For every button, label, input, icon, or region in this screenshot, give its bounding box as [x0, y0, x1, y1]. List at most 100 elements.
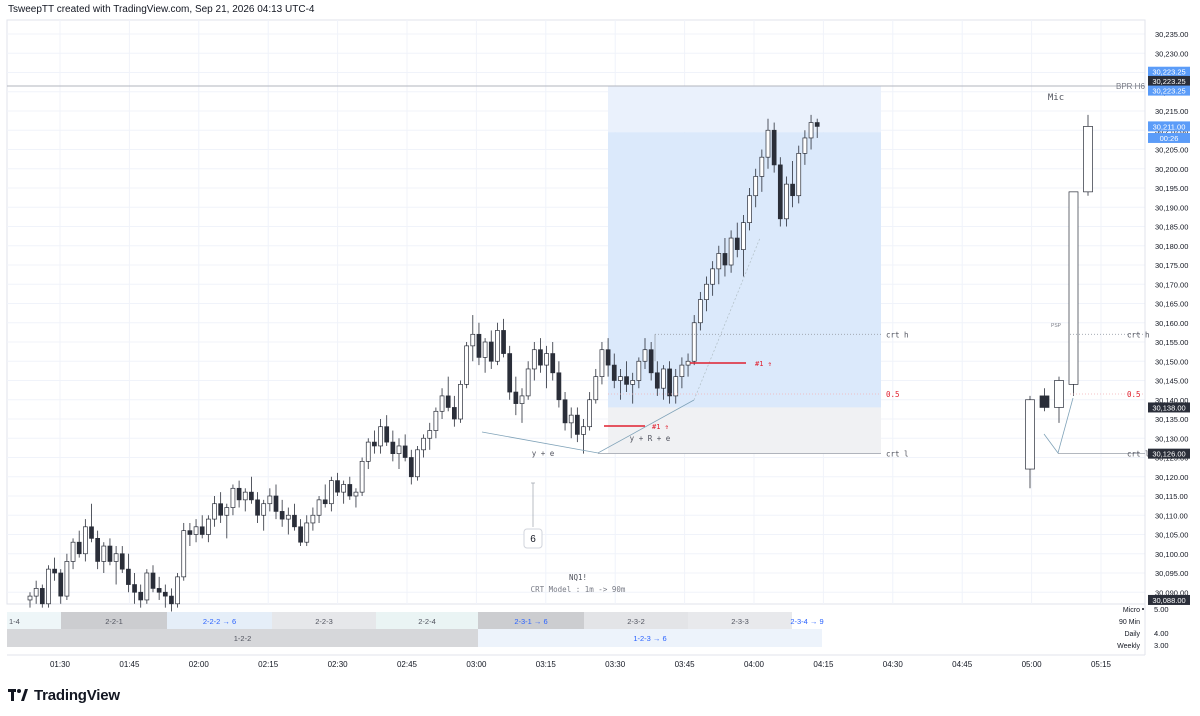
candle [175, 576, 180, 605]
candle [181, 530, 187, 578]
candle [747, 195, 752, 223]
candle [753, 176, 759, 197]
candle [119, 553, 125, 570]
y-tick-label: 30,195.00 [1155, 184, 1188, 193]
candle [33, 588, 39, 597]
session-cell-label: 1-2-3 → 6 [633, 634, 666, 643]
candle [304, 522, 310, 543]
x-tick-label: 01:30 [50, 660, 71, 669]
session-cell-label: 2-2-2 → 6 [203, 617, 236, 626]
candle [421, 437, 426, 451]
session-cell [61, 612, 167, 629]
candle [765, 129, 771, 158]
x-tick-label: 03:45 [675, 660, 696, 669]
candle [76, 541, 82, 555]
ye-label: y + e [532, 449, 555, 458]
candle [365, 441, 371, 462]
candle [113, 553, 119, 562]
crt-level-label: 0.5 [886, 390, 900, 399]
y-tick-label: 30,095.00 [1155, 569, 1188, 578]
session-cell-label: 2-3-2 [627, 617, 645, 626]
tradingview-logo[interactable]: TradingView [8, 686, 120, 704]
session-cell [478, 629, 822, 647]
candle [741, 222, 746, 250]
y-tick-label: 30,185.00 [1155, 223, 1188, 232]
candle [538, 349, 543, 366]
candle [728, 237, 734, 266]
candle [550, 353, 556, 374]
candle [193, 526, 199, 535]
candle [593, 376, 599, 401]
candle [267, 495, 273, 505]
candle [144, 572, 150, 601]
candle [261, 503, 267, 516]
x-tick-label: 03:30 [605, 660, 626, 669]
price-tag-label: 30,223.25 [1152, 77, 1185, 86]
candle [618, 376, 623, 381]
legend-label: Daily [1124, 631, 1140, 638]
candle [82, 526, 88, 555]
candle [581, 426, 586, 435]
x-tick-label: 02:00 [189, 660, 210, 669]
candle [587, 399, 593, 428]
y-tick-label: 30,155.00 [1155, 338, 1188, 347]
candle [679, 364, 685, 378]
y-tick-label: 30,200.00 [1155, 165, 1188, 174]
candle [199, 526, 205, 535]
price-tag [1148, 66, 1190, 77]
count-box-label: 6 [530, 534, 536, 545]
legend-label: Weekly [1117, 643, 1140, 650]
price-tag-label: 30,126.00 [1152, 450, 1185, 459]
price-tag [1148, 85, 1190, 96]
y-tick-label: 30,165.00 [1155, 300, 1188, 309]
candle [624, 376, 629, 385]
candle [224, 507, 230, 516]
candle [458, 384, 463, 420]
candle [402, 445, 408, 458]
candle [396, 445, 402, 455]
session-cell-label: 2-3-1 → 6 [514, 617, 547, 626]
structure-line [481, 399, 695, 454]
session-cell-label: 2-3-4 → 9 [790, 617, 823, 626]
candle [169, 595, 174, 605]
candle [771, 129, 777, 166]
candle [285, 514, 291, 520]
candle [513, 391, 519, 404]
candle [519, 395, 525, 404]
candle [335, 480, 340, 493]
candle [212, 503, 217, 520]
stop-zone [608, 407, 881, 454]
candle [482, 341, 488, 358]
candle [574, 414, 580, 435]
crt-level-label: crt h [886, 330, 909, 339]
candle [390, 441, 396, 455]
session-cell [376, 612, 478, 629]
y-tick-label: 30,215.00 [1155, 107, 1188, 116]
candle [562, 399, 568, 424]
x-tick-label: 02:30 [328, 660, 349, 669]
candle [488, 341, 494, 362]
candle [697, 299, 703, 324]
candle [70, 541, 76, 562]
candle [101, 545, 107, 562]
session-cell-label: 2-2-1 [105, 617, 123, 626]
x-tick-label: 03:15 [536, 660, 557, 669]
candle [464, 345, 469, 385]
session-cell [7, 629, 478, 647]
y-tick-label: 30,180.00 [1155, 242, 1188, 251]
candle [39, 588, 45, 605]
x-tick-label: 03:00 [466, 660, 487, 669]
legend-value: 5.00 [1154, 605, 1169, 614]
candle [556, 372, 562, 401]
candle [206, 518, 211, 535]
candle [156, 588, 162, 593]
candle [802, 137, 808, 154]
y-tick-label: 30,205.00 [1155, 146, 1188, 155]
price-tag [1148, 448, 1190, 459]
candle [507, 353, 513, 393]
candle [46, 568, 51, 605]
candle [27, 595, 33, 601]
candle [525, 368, 531, 397]
legend-dot [1142, 608, 1144, 610]
